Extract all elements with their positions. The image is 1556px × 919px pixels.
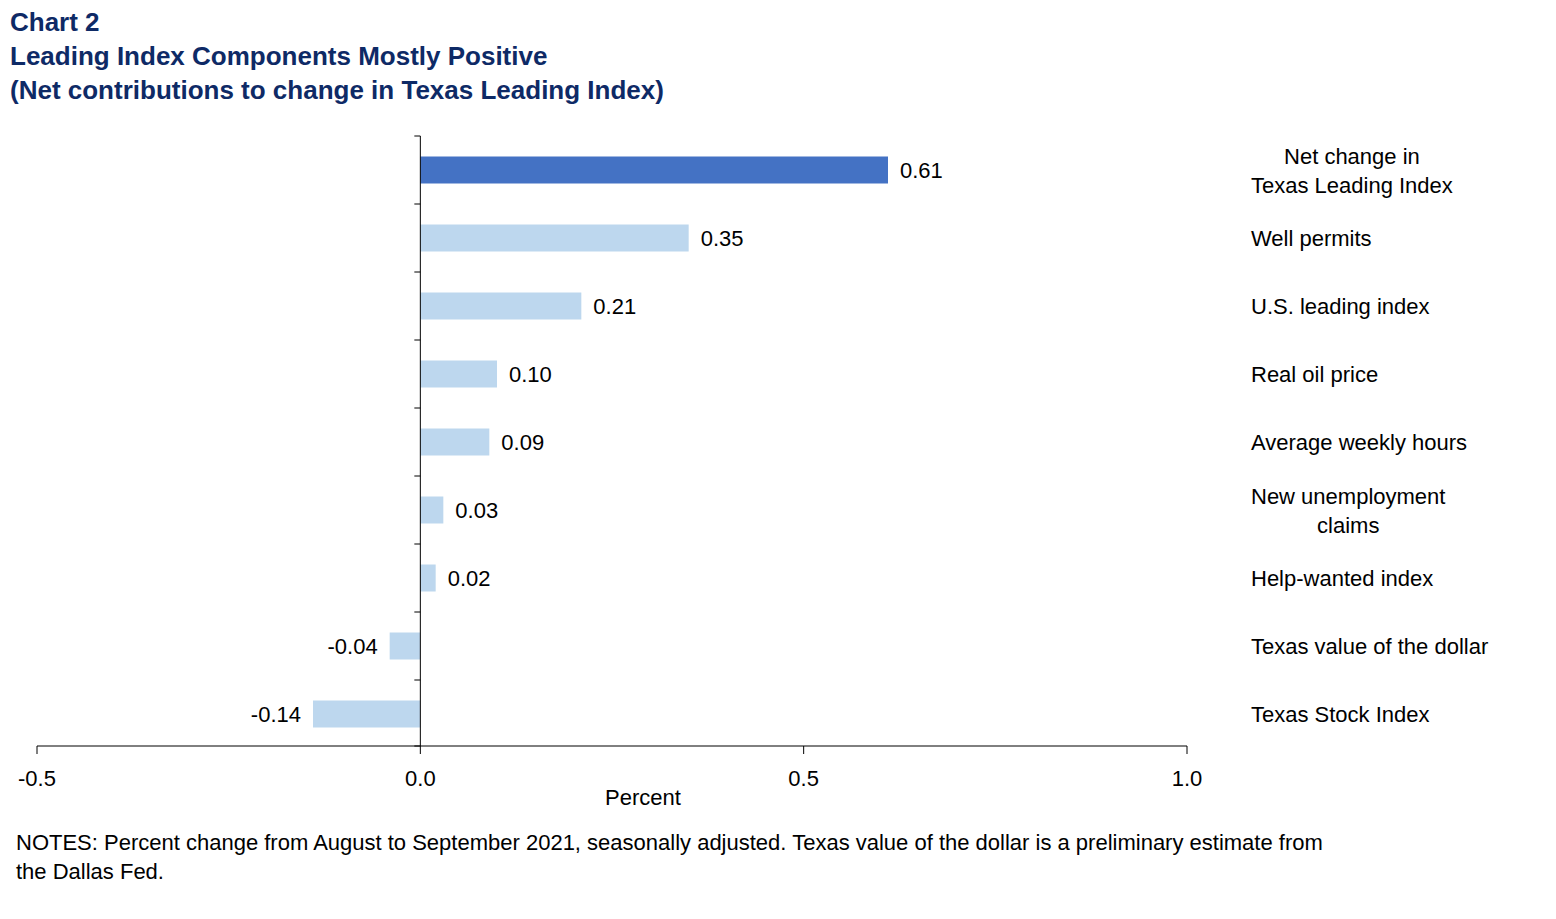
data-label: 0.21 bbox=[593, 294, 636, 319]
category-line: Texas value of the dollar bbox=[1251, 634, 1488, 659]
x-tick bbox=[803, 746, 804, 754]
bar bbox=[420, 225, 688, 252]
bar bbox=[420, 429, 489, 456]
category-label: Texas Stock Index bbox=[1251, 702, 1430, 727]
category-label: New unemployment claims bbox=[1251, 484, 1445, 538]
bar bbox=[420, 361, 497, 388]
category-tick bbox=[414, 272, 420, 273]
data-label: 0.03 bbox=[455, 498, 498, 523]
category-line: Net change in bbox=[1284, 144, 1420, 169]
category-axis bbox=[420, 136, 421, 746]
bar bbox=[390, 633, 421, 660]
category-line: Texas Leading Index bbox=[1251, 173, 1453, 198]
category-line: Well permits bbox=[1251, 226, 1372, 251]
category-tick bbox=[414, 680, 420, 681]
chart: Chart 2 Leading Index Components Mostly P… bbox=[0, 0, 1556, 919]
x-tick-label: 0.5 bbox=[788, 766, 819, 791]
x-tick-label: 0.0 bbox=[405, 766, 436, 791]
notes-line: the Dallas Fed. bbox=[16, 859, 164, 884]
category-line: U.S. leading index bbox=[1251, 294, 1430, 319]
category-line: claims bbox=[1317, 513, 1379, 538]
data-label: -0.04 bbox=[328, 634, 378, 659]
notes-line: NOTES: Percent change from August to Sep… bbox=[16, 830, 1323, 855]
data-label: 0.09 bbox=[501, 430, 544, 455]
data-label: 0.61 bbox=[900, 158, 943, 183]
category-label: Real oil price bbox=[1251, 362, 1378, 387]
x-axis bbox=[37, 746, 1187, 747]
bar bbox=[420, 497, 443, 524]
category-tick bbox=[414, 544, 420, 545]
subtitle: Leading Index Components Mostly Positive bbox=[10, 41, 547, 71]
data-label: 0.35 bbox=[701, 226, 744, 251]
category-label: Texas value of the dollar bbox=[1251, 634, 1488, 659]
title: Chart 2 bbox=[10, 7, 100, 37]
category-tick bbox=[414, 408, 420, 409]
x-tick bbox=[1187, 746, 1188, 754]
notes: NOTES: Percent change from August to Sep… bbox=[16, 830, 1323, 884]
subtitle: (Net contributions to change in Texas Le… bbox=[10, 75, 664, 105]
x-tick bbox=[420, 746, 421, 754]
x-axis-label: Percent bbox=[605, 785, 681, 810]
category-label: U.S. leading index bbox=[1251, 294, 1430, 319]
bar bbox=[420, 157, 888, 184]
category-tick bbox=[414, 340, 420, 341]
data-label: 0.10 bbox=[509, 362, 552, 387]
bar bbox=[313, 701, 420, 728]
x-tick bbox=[37, 746, 38, 754]
category-tick bbox=[414, 612, 420, 613]
bar bbox=[420, 565, 435, 592]
bar bbox=[420, 293, 581, 320]
category-line: New unemployment bbox=[1251, 484, 1445, 509]
category-tick bbox=[414, 204, 420, 205]
category-tick bbox=[414, 746, 420, 747]
bars bbox=[313, 157, 888, 728]
category-label: Help-wanted index bbox=[1251, 566, 1433, 591]
data-label: -0.14 bbox=[251, 702, 301, 727]
category-line: Real oil price bbox=[1251, 362, 1378, 387]
data-label: 0.02 bbox=[448, 566, 491, 591]
category-line: Texas Stock Index bbox=[1251, 702, 1430, 727]
category-tick bbox=[414, 136, 420, 137]
x-tick-label: -0.5 bbox=[18, 766, 56, 791]
category-line: Help-wanted index bbox=[1251, 566, 1433, 591]
category-label: Well permits bbox=[1251, 226, 1372, 251]
x-tick-label: 1.0 bbox=[1172, 766, 1203, 791]
category-label: Net change in Texas Leading Index bbox=[1251, 144, 1453, 198]
category-label: Average weekly hours bbox=[1251, 430, 1467, 455]
category-line: Average weekly hours bbox=[1251, 430, 1467, 455]
category-tick bbox=[414, 476, 420, 477]
